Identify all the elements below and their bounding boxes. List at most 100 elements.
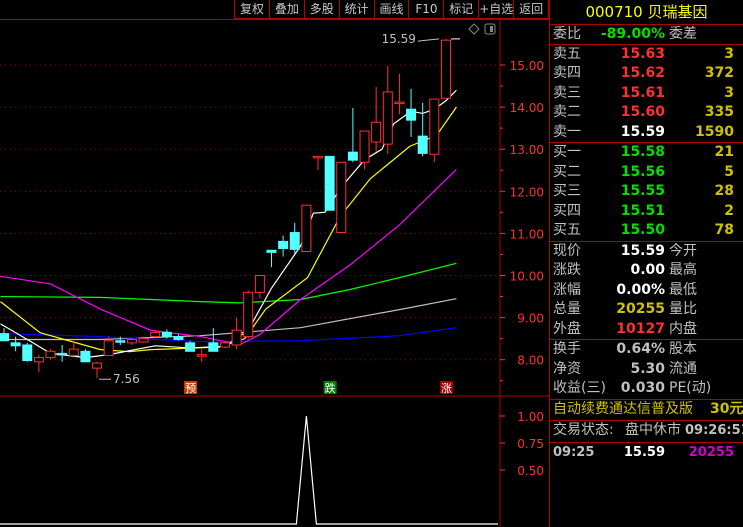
candle[interactable] [196, 349, 207, 362]
candle-body [289, 232, 300, 250]
tick-volume: 20255 [688, 444, 734, 460]
toolbar-button-4[interactable]: 画线 [375, 0, 410, 18]
candle[interactable] [278, 235, 289, 257]
price-tick-label: 15.00 [510, 59, 544, 73]
ma120-line [0, 298, 457, 341]
candle[interactable] [359, 130, 370, 170]
toolbar-button-5[interactable]: F10 [409, 0, 445, 18]
price-tick-label: 10.00 [510, 270, 544, 284]
candle[interactable] [92, 361, 103, 379]
toolbar-button-6[interactable]: 标记 [444, 0, 480, 18]
high-arrow [417, 38, 439, 42]
fund-label2: 流通 [669, 360, 697, 377]
fund-value: 0.64% [616, 341, 665, 357]
candle-body [382, 91, 393, 145]
buy-volume: 78 [714, 222, 734, 238]
candle[interactable] [313, 155, 324, 171]
candle[interactable] [429, 98, 440, 163]
candle[interactable] [371, 86, 382, 152]
candle[interactable] [243, 290, 254, 339]
candle[interactable] [22, 342, 33, 362]
toolbar-button-0[interactable]: 复权 [234, 0, 270, 18]
fund-label: 净资 [553, 360, 581, 377]
candle[interactable] [10, 336, 21, 352]
panel-toggle-icon[interactable] [484, 23, 496, 35]
buy-row: 买一 15.58 21 [550, 143, 743, 163]
candle[interactable] [45, 349, 56, 360]
quote-row: 涨跌 0.00 最高 [550, 261, 743, 281]
diamond-icon[interactable] [468, 23, 480, 35]
toolbar-button-7[interactable]: +自选 [479, 0, 515, 18]
toolbar-divider [0, 19, 549, 20]
candle[interactable] [347, 107, 358, 163]
quote-label: 现价 [553, 242, 581, 259]
candle[interactable] [231, 317, 242, 350]
ad-text[interactable]: 自动续费通达信普及版 [553, 400, 693, 417]
indicator-tick-label: 1.00 [517, 410, 544, 424]
fund-row: 净资 5.30 流通 [550, 360, 743, 380]
candle-body [103, 340, 114, 356]
candle[interactable] [336, 161, 347, 234]
candle[interactable] [173, 334, 184, 341]
toolbar-button-2[interactable]: 多股 [305, 0, 340, 18]
buy-price: 15.56 [620, 163, 665, 180]
candle-body [185, 342, 196, 352]
ad-banner[interactable]: 自动续费通达信普及版 30元 [550, 400, 743, 421]
candle[interactable] [266, 249, 277, 268]
candle[interactable] [208, 328, 219, 352]
sell-level-label: 卖二 [553, 104, 581, 120]
candle[interactable] [80, 349, 91, 363]
quote-label2: 量比 [669, 301, 697, 317]
buy-price: 15.55 [620, 183, 665, 199]
stock-code: 000710 [585, 3, 643, 21]
signal-badge [439, 381, 453, 394]
price-tick-label: 8.00 [517, 354, 544, 368]
candle[interactable] [150, 330, 161, 339]
quote-label: 总量 [553, 301, 581, 317]
candle[interactable] [57, 344, 68, 362]
sell-row: 卖五 15.63 3 [550, 45, 743, 65]
signal-badge [184, 381, 198, 394]
candle[interactable] [254, 275, 265, 299]
panel-toggle-icon-fill [490, 26, 493, 32]
candle-body [359, 130, 370, 163]
quote-value: 10127 [616, 320, 665, 337]
candle[interactable] [185, 340, 196, 352]
buy-row: 买五 15.50 78 [550, 221, 743, 241]
candle[interactable] [394, 73, 405, 115]
candle[interactable] [33, 354, 44, 373]
candle[interactable] [406, 88, 417, 137]
candle[interactable] [161, 329, 172, 339]
toolbar-button-1[interactable]: 叠加 [270, 0, 305, 18]
candle[interactable] [417, 102, 428, 157]
candle[interactable] [68, 340, 79, 358]
candle-body [92, 362, 103, 369]
sell-price: 15.63 [620, 45, 665, 62]
kline-chart[interactable]: 15.00 14.00 13.00 12.00 11.00 10.00 9.00 8.00 15… [0, 0, 549, 527]
candle-body [173, 336, 184, 340]
tick-price: 15.59 [623, 444, 665, 460]
candle[interactable] [382, 65, 393, 155]
sell-level-label: 卖五 [553, 45, 581, 62]
candle[interactable] [219, 340, 230, 348]
candle[interactable] [440, 38, 451, 99]
indicator-tick-label: 0.75 [517, 437, 544, 451]
toolbar-button-8[interactable]: 返回 [514, 0, 549, 18]
candle-body [10, 342, 21, 347]
candle[interactable] [324, 155, 335, 211]
candle[interactable] [115, 336, 126, 345]
candle-body [254, 275, 265, 293]
buy-volume: 5 [724, 163, 734, 180]
candle[interactable] [126, 337, 137, 345]
candle[interactable] [103, 336, 114, 356]
candle-body [33, 357, 44, 363]
toolbar-button-3[interactable]: 统计 [340, 0, 375, 18]
quote-label2: 今开 [669, 242, 697, 259]
candle[interactable] [301, 204, 312, 253]
candle[interactable] [289, 222, 300, 255]
status-value: 盘中休市 [625, 421, 681, 438]
candle[interactable] [0, 328, 9, 342]
candle[interactable] [138, 336, 149, 343]
price-tick-label: 14.00 [510, 101, 544, 115]
